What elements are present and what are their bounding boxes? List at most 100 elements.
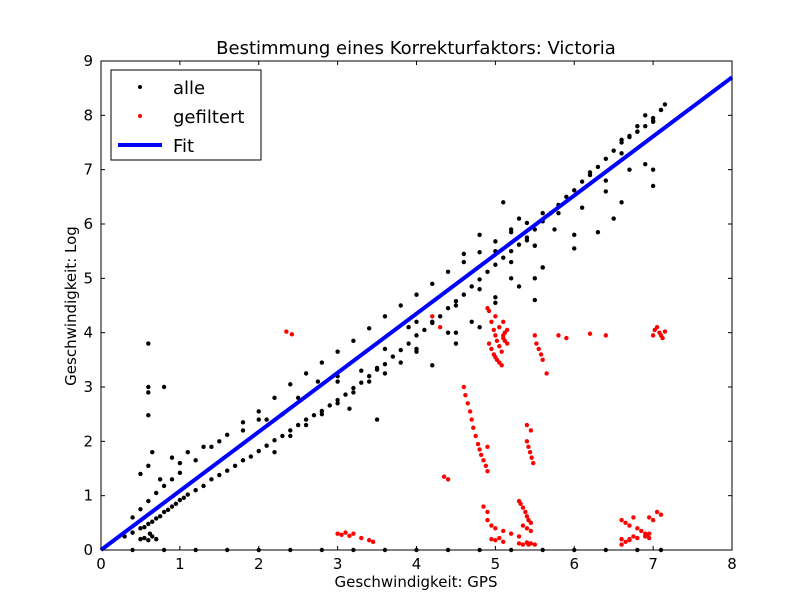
data-point-gefiltert xyxy=(544,371,549,376)
data-point-gefiltert xyxy=(635,526,640,531)
y-tick-label: 6 xyxy=(83,215,93,233)
data-point-alle xyxy=(154,516,159,521)
data-point-gefiltert xyxy=(497,344,502,349)
data-point-alle xyxy=(453,303,459,308)
data-point-alle xyxy=(288,382,293,387)
data-point-gefiltert xyxy=(520,523,526,528)
data-point-alle xyxy=(516,242,522,247)
data-point-alle xyxy=(154,536,159,542)
data-point-gefiltert xyxy=(508,531,514,536)
data-point-alle xyxy=(146,413,151,418)
legend-label-alle: alle xyxy=(173,78,205,99)
data-point-gefiltert xyxy=(523,509,528,515)
data-point-gefiltert xyxy=(284,329,289,334)
data-point-alle xyxy=(603,189,608,194)
data-point-alle xyxy=(461,292,467,297)
data-point-alle xyxy=(161,509,167,515)
data-point-alle xyxy=(185,492,190,497)
data-point-alle xyxy=(248,454,254,459)
data-point-alle xyxy=(552,227,557,232)
y-tick-label: 5 xyxy=(83,269,93,287)
data-point-alle xyxy=(146,341,151,346)
data-point-alle xyxy=(146,463,151,468)
data-point-gefiltert xyxy=(644,532,650,537)
data-point-alle xyxy=(181,495,187,501)
y-axis-ticks: 0 1 2 3 4 5 6 7 8 9 xyxy=(83,52,732,559)
data-point-alle xyxy=(201,483,206,489)
legend: alle gefiltert Fit xyxy=(110,69,262,161)
data-point-gefiltert xyxy=(493,526,498,531)
data-point-gefiltert xyxy=(499,349,504,354)
data-point-gefiltert xyxy=(501,333,506,338)
data-point-gefiltert xyxy=(489,346,494,352)
data-point-alle xyxy=(579,205,585,210)
data-point-alle xyxy=(493,300,498,305)
data-point-alle xyxy=(351,338,356,344)
data-point-gefiltert xyxy=(631,515,636,520)
data-point-gefiltert xyxy=(527,450,533,455)
data-point-alle xyxy=(319,360,325,365)
data-point-alle xyxy=(445,269,451,275)
data-point-alle xyxy=(256,409,261,414)
data-point-alle xyxy=(193,488,198,493)
data-point-gefiltert xyxy=(520,505,526,510)
data-point-alle xyxy=(280,433,285,439)
data-point-alle xyxy=(524,238,530,243)
data-point-gefiltert xyxy=(619,517,624,523)
data-point-alle xyxy=(437,314,443,319)
y-tick-label: 8 xyxy=(83,106,93,124)
data-point-alle xyxy=(611,216,616,221)
data-point-alle xyxy=(382,361,388,367)
data-point-alle xyxy=(650,118,656,123)
data-point-alle xyxy=(319,411,325,417)
data-point-alle xyxy=(414,319,419,324)
data-point-alle xyxy=(146,521,151,527)
data-point-gefiltert xyxy=(478,452,484,458)
data-point-gefiltert xyxy=(635,535,640,541)
data-point-alle xyxy=(508,259,514,265)
data-point-gefiltert xyxy=(520,542,526,547)
series-alle xyxy=(122,102,668,553)
data-point-alle xyxy=(303,417,309,422)
data-point-alle xyxy=(493,239,498,244)
data-point-gefiltert xyxy=(505,341,510,346)
data-point-alle xyxy=(398,347,403,353)
data-point-gefiltert xyxy=(485,444,490,449)
data-point-alle xyxy=(295,422,301,428)
data-point-gefiltert xyxy=(662,329,668,334)
data-point-alle xyxy=(595,229,601,235)
data-point-gefiltert xyxy=(528,528,534,534)
data-point-alle xyxy=(422,327,427,333)
data-point-gefiltert xyxy=(473,433,478,439)
data-point-alle xyxy=(272,438,277,443)
data-point-alle xyxy=(414,333,419,338)
data-point-gefiltert xyxy=(469,417,474,422)
data-point-alle xyxy=(374,417,380,422)
data-point-alle xyxy=(382,314,388,319)
data-point-alle xyxy=(477,287,482,292)
data-point-gefiltert xyxy=(660,335,665,341)
data-point-gefiltert xyxy=(654,325,660,330)
data-point-gefiltert xyxy=(623,539,628,545)
data-point-gefiltert xyxy=(481,458,486,463)
data-point-gefiltert xyxy=(437,325,443,330)
data-point-alle xyxy=(193,458,198,463)
data-point-alle xyxy=(595,164,601,170)
legend-marker-gefiltert xyxy=(138,114,142,118)
data-point-gefiltert xyxy=(529,455,534,460)
data-point-gefiltert xyxy=(528,428,534,433)
data-point-alle xyxy=(485,269,490,275)
data-point-alle xyxy=(430,281,435,286)
data-point-alle xyxy=(150,534,155,539)
data-point-alle xyxy=(173,501,179,507)
data-point-alle xyxy=(256,448,261,454)
data-point-alle xyxy=(264,417,269,422)
data-point-alle xyxy=(201,444,206,449)
data-point-alle xyxy=(477,277,482,282)
data-point-alle xyxy=(501,255,506,260)
data-point-gefiltert xyxy=(489,523,494,528)
data-point-gefiltert xyxy=(485,306,490,311)
data-point-alle xyxy=(335,349,340,354)
y-tick-label: 9 xyxy=(83,52,93,70)
data-point-gefiltert xyxy=(475,441,481,447)
